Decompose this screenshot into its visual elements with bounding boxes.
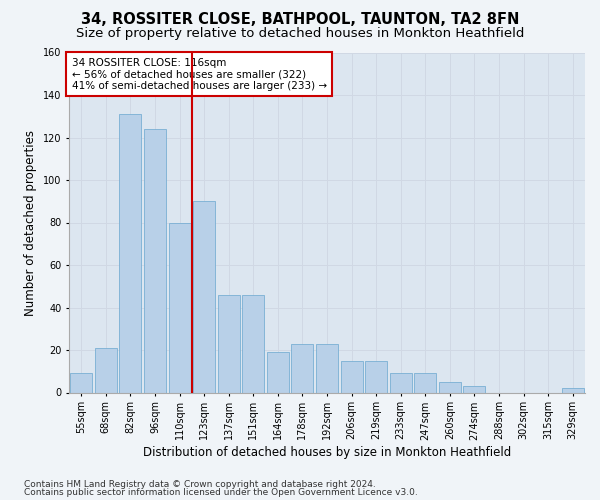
Bar [389, 374, 412, 392]
Text: 34, ROSSITER CLOSE, BATHPOOL, TAUNTON, TA2 8FN: 34, ROSSITER CLOSE, BATHPOOL, TAUNTON, T… [81, 12, 519, 28]
Bar [316, 344, 338, 392]
Bar [562, 388, 584, 392]
Bar [70, 374, 92, 392]
Bar [242, 294, 265, 392]
Bar [218, 294, 240, 392]
Text: Size of property relative to detached houses in Monkton Heathfield: Size of property relative to detached ho… [76, 28, 524, 40]
Bar [414, 374, 436, 392]
Bar [267, 352, 289, 393]
Text: 34 ROSSITER CLOSE: 116sqm
← 56% of detached houses are smaller (322)
41% of semi: 34 ROSSITER CLOSE: 116sqm ← 56% of detac… [71, 58, 327, 91]
Bar [119, 114, 142, 392]
Bar [95, 348, 117, 393]
Y-axis label: Number of detached properties: Number of detached properties [25, 130, 37, 316]
Bar [169, 222, 191, 392]
Bar [365, 360, 387, 392]
Bar [439, 382, 461, 392]
X-axis label: Distribution of detached houses by size in Monkton Heathfield: Distribution of detached houses by size … [143, 446, 511, 460]
Text: Contains HM Land Registry data © Crown copyright and database right 2024.: Contains HM Land Registry data © Crown c… [24, 480, 376, 489]
Bar [341, 360, 362, 392]
Bar [144, 129, 166, 392]
Bar [292, 344, 313, 392]
Bar [463, 386, 485, 392]
Bar [193, 201, 215, 392]
Text: Contains public sector information licensed under the Open Government Licence v3: Contains public sector information licen… [24, 488, 418, 497]
